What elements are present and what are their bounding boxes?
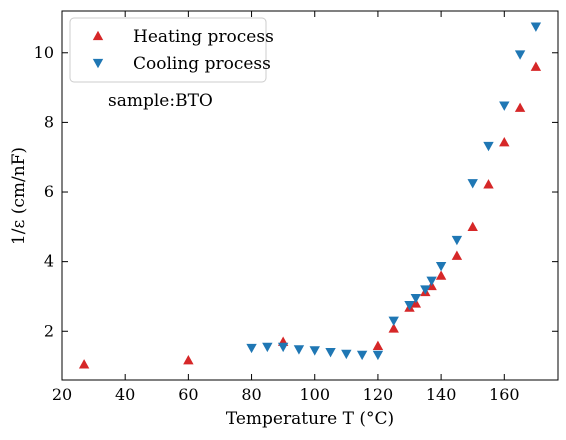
cooling-point-20 — [530, 22, 542, 32]
legend-label-cooling: Cooling process — [133, 54, 271, 74]
cooling-point-3 — [293, 345, 305, 355]
legend-marker-heating — [92, 30, 104, 41]
heating-point-12 — [483, 179, 494, 189]
cooling-point-1 — [262, 342, 273, 353]
x-tick-label-1: 40 — [115, 385, 135, 404]
heating-point-9 — [435, 270, 447, 280]
heating-point-4 — [388, 323, 399, 333]
cooling-point-7 — [356, 350, 368, 361]
cooling-point-17 — [483, 141, 494, 152]
axis-ticks — [61, 11, 558, 380]
cooling-point-12 — [420, 285, 431, 295]
cooling-point-8 — [372, 350, 384, 361]
cooling-point-4 — [309, 346, 320, 356]
cooling-point-5 — [325, 347, 336, 358]
tick-labels: 20 40 60 80 100 120 140 160 2 4 6 8 10 — [34, 43, 520, 404]
x-tick-label-0: 20 — [52, 385, 72, 404]
legend-box — [69, 17, 267, 83]
x-tick-label-3: 80 — [241, 385, 261, 404]
cooling-point-13 — [426, 276, 437, 286]
x-tick-label-2: 60 — [178, 385, 198, 404]
y-tick-label-0: 2 — [44, 321, 54, 340]
cooling-point-18 — [499, 101, 510, 111]
cooling-point-10 — [404, 300, 415, 311]
heating-point-13 — [499, 137, 510, 147]
cooling-point-2 — [277, 342, 289, 353]
x-tick-label-4: 100 — [299, 385, 330, 404]
cooling-point-16 — [467, 179, 478, 189]
heating-point-15 — [530, 61, 542, 71]
heating-point-3 — [372, 340, 384, 351]
legend-marker-cooling — [92, 58, 104, 69]
cooling-point-0 — [246, 343, 257, 354]
cooling-point-14 — [435, 262, 447, 272]
cooling-point-19 — [514, 50, 526, 60]
y-tick-label-3: 8 — [44, 112, 54, 131]
heating-point-1 — [183, 354, 194, 365]
y-tick-label-1: 4 — [44, 252, 54, 271]
cooling-point-9 — [388, 316, 399, 327]
x-axis-label: Temperature T (°C) — [226, 409, 394, 429]
y-axis-label: 1/ε (cm/nF) — [9, 147, 29, 245]
cooling-point-6 — [341, 349, 352, 360]
sample-annotation: sample:BTO — [108, 91, 213, 111]
x-tick-label-7: 160 — [489, 385, 520, 404]
plot-frame — [61, 10, 559, 381]
heating-point-11 — [467, 221, 478, 231]
x-tick-label-5: 120 — [363, 385, 394, 404]
heating-point-0 — [78, 359, 90, 369]
data-points — [78, 22, 542, 369]
x-tick-label-6: 140 — [426, 385, 457, 404]
y-tick-label-2: 6 — [44, 182, 54, 201]
heating-point-14 — [514, 102, 526, 112]
heating-point-10 — [451, 250, 463, 260]
y-tick-label-4: 10 — [34, 43, 54, 62]
legend: Heating process Cooling process — [69, 17, 274, 83]
cooling-point-15 — [451, 235, 463, 246]
legend-label-heating: Heating process — [133, 27, 274, 47]
cooling-point-11 — [410, 294, 422, 304]
